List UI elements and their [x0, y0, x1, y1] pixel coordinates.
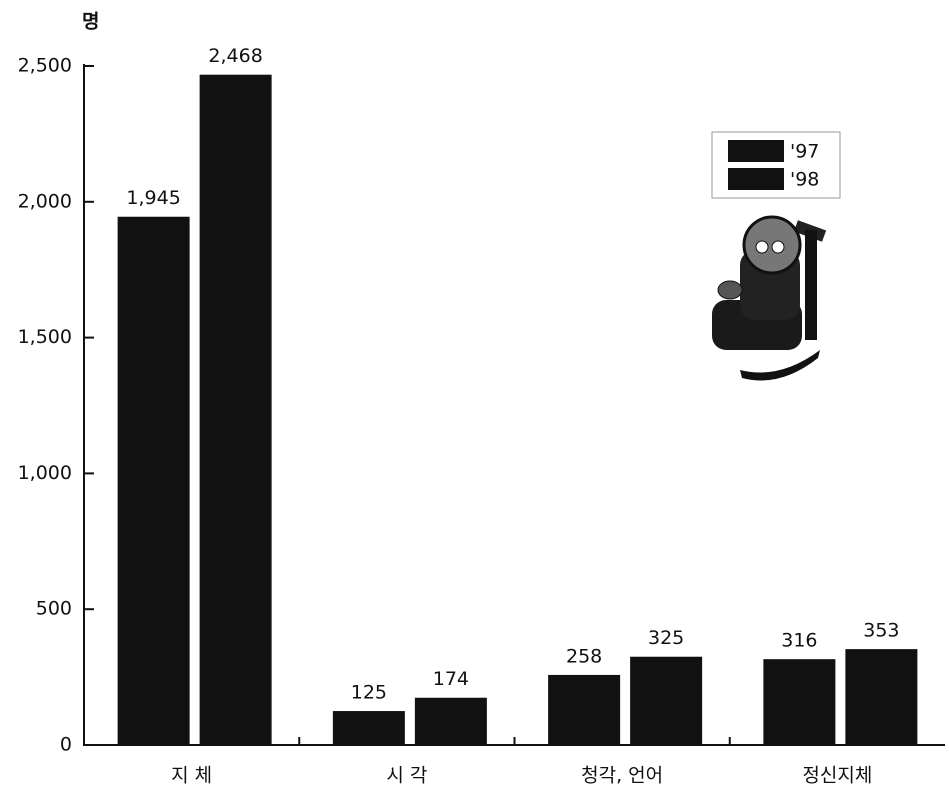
legend-swatch	[728, 168, 784, 190]
value-label: 2,468	[208, 45, 262, 67]
bar	[763, 659, 836, 745]
y-tick-label: 2,000	[18, 190, 72, 212]
legend-label: '97	[790, 141, 819, 163]
value-label: 316	[781, 630, 817, 652]
bar	[332, 711, 405, 745]
x-tick-label: 지 체	[171, 765, 212, 787]
y-unit: 명	[82, 11, 99, 33]
bar	[199, 74, 272, 745]
value-label: 125	[351, 682, 387, 704]
y-tick-label: 500	[36, 598, 72, 620]
legend-label: '98	[790, 169, 819, 191]
value-label: 174	[433, 668, 469, 690]
y-tick-label: 0	[60, 734, 72, 756]
rocking-chair-illustration	[712, 215, 827, 381]
value-label: 1,945	[126, 187, 180, 209]
bar	[414, 697, 487, 745]
value-label: 325	[648, 627, 684, 649]
y-tick-label: 1,000	[18, 462, 72, 484]
legend-swatch	[728, 140, 784, 162]
bar	[548, 674, 621, 745]
bar	[630, 656, 703, 745]
x-tick-label: 청각, 언어	[581, 765, 663, 787]
value-label: 353	[863, 620, 899, 642]
y-tick-label: 2,500	[18, 55, 72, 77]
x-tick-label: 정신지체	[802, 765, 872, 787]
bar	[845, 649, 918, 745]
x-tick-label: 시 각	[386, 765, 427, 787]
bar	[117, 216, 190, 745]
value-label: 258	[566, 645, 602, 667]
y-tick-label: 1,500	[18, 326, 72, 348]
